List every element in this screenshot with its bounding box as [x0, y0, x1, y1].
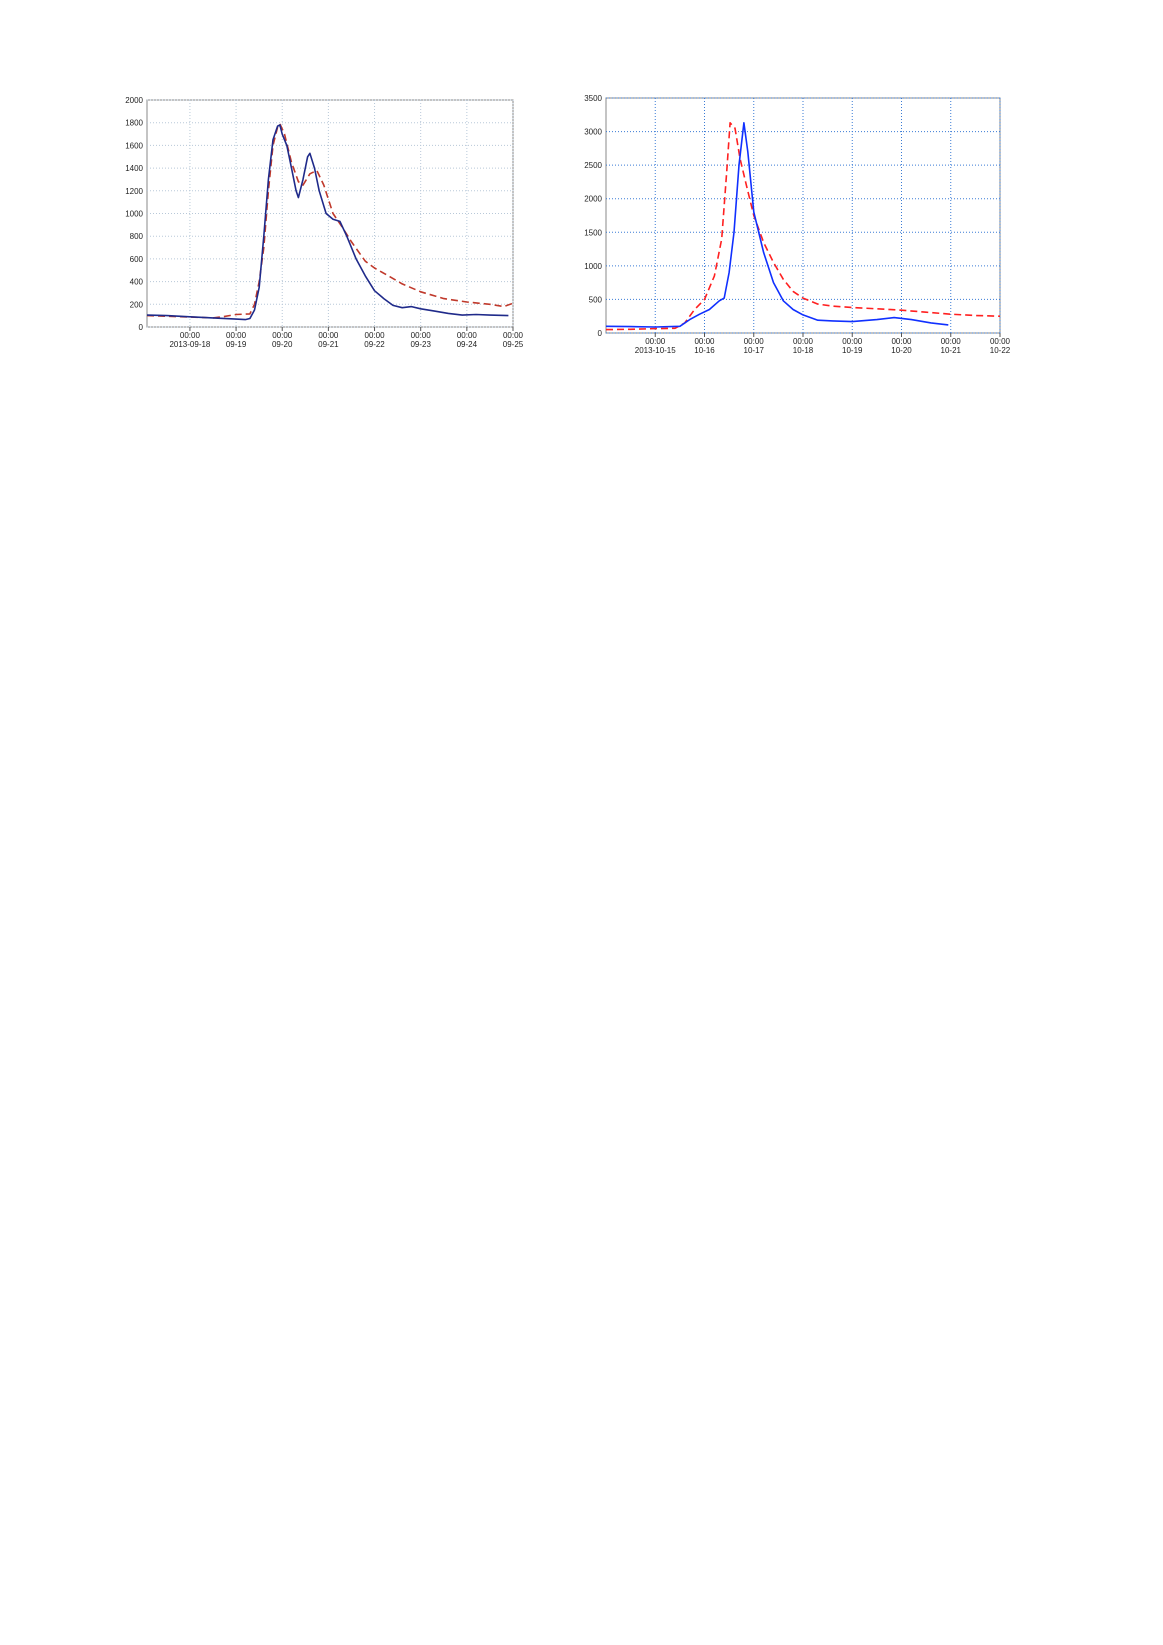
x-tick-label: 00:00	[318, 331, 339, 340]
x-tick-label: 10-21	[941, 346, 962, 355]
x-tick-label: 00:00	[891, 337, 912, 346]
x-tick-label: 10-18	[793, 346, 814, 355]
data-line	[605, 122, 1001, 331]
x-tick-label: 00:00	[503, 331, 524, 340]
x-tick-label: 10-17	[744, 346, 765, 355]
y-tick-label: 1200	[125, 187, 143, 196]
x-tick-label: 00:00	[645, 337, 666, 346]
data-line	[605, 122, 949, 328]
x-tick-label: 10-20	[891, 346, 912, 355]
y-tick-label: 1500	[584, 228, 602, 237]
x-tick-label: 00:00	[990, 337, 1011, 346]
x-tick-label: 10-22	[990, 346, 1011, 355]
x-tick-label: 09-24	[457, 340, 478, 349]
x-tick-label: 09-19	[226, 340, 247, 349]
y-tick-label: 1400	[125, 164, 143, 173]
y-tick-label: 0	[139, 323, 144, 332]
y-tick-label: 1000	[584, 262, 602, 271]
x-tick-label: 00:00	[793, 337, 814, 346]
x-tick-label: 00:00	[941, 337, 962, 346]
chart: 0 200 400 600 800 1000 1200 1400 1600 1800 2000 00:…	[125, 96, 524, 349]
x-tick-label: 00:00	[226, 331, 247, 340]
x-tick-label: 00:00	[365, 331, 386, 340]
y-tick-label: 400	[130, 278, 144, 287]
y-tick-label: 1800	[125, 119, 143, 128]
x-tick-label: 10-16	[694, 346, 715, 355]
x-tick-label: 09-23	[410, 340, 431, 349]
y-tick-label: 0	[598, 329, 603, 338]
y-tick-label: 1000	[125, 210, 143, 219]
x-tick-label: 2013-10-15	[635, 346, 676, 355]
x-tick-label: 10-19	[842, 346, 863, 355]
x-tick-label: 2013-09-18	[169, 340, 210, 349]
x-tick-label: 00:00	[457, 331, 478, 340]
y-tick-label: 2000	[584, 195, 602, 204]
x-tick-label: 00:00	[411, 331, 432, 340]
x-tick-label: 09-21	[318, 340, 339, 349]
y-tick-label: 1600	[125, 141, 143, 150]
y-tick-label: 500	[589, 295, 603, 304]
x-tick-label: 00:00	[694, 337, 715, 346]
y-tick-label: 3500	[584, 94, 602, 103]
y-tick-label: 800	[130, 232, 144, 241]
y-tick-label: 2500	[584, 161, 602, 170]
chart: 050010001500200025003000350000:002013-10…	[584, 94, 1011, 355]
x-tick-label: 00:00	[272, 331, 293, 340]
x-tick-label: 09-22	[364, 340, 385, 349]
x-tick-label: 00:00	[842, 337, 863, 346]
y-tick-label: 200	[130, 300, 144, 309]
y-tick-label: 3000	[584, 128, 602, 137]
data-line	[146, 124, 509, 321]
data-line	[146, 123, 514, 319]
x-tick-label: 00:00	[180, 331, 201, 340]
x-tick-label: 09-20	[272, 340, 293, 349]
y-tick-label: 2000	[125, 96, 143, 105]
y-tick-label: 600	[130, 255, 144, 264]
x-tick-label: 09-25	[503, 340, 524, 349]
x-tick-label: 00:00	[744, 337, 765, 346]
